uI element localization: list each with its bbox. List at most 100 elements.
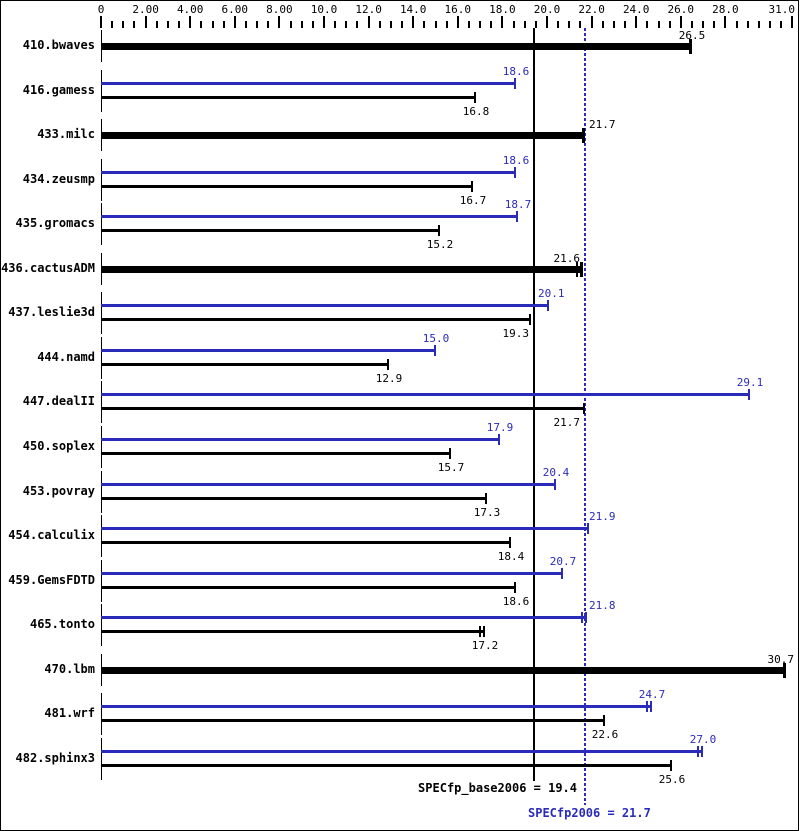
benchmark-label-434.zeusmp: 434.zeusmp bbox=[22, 171, 95, 186]
bar-end-cap bbox=[561, 568, 563, 579]
bar-peak-444.namd bbox=[101, 349, 436, 352]
bar-value-label: 16.7 bbox=[459, 194, 487, 207]
axis-tick-label: 10.0 bbox=[310, 3, 338, 16]
axis-major-tick bbox=[546, 16, 548, 28]
benchmark-label-444.namd: 444.namd bbox=[37, 349, 95, 364]
specfp2006-summary: SPECfp2006 = 21.7 bbox=[528, 806, 651, 820]
axis-minor-tick bbox=[557, 21, 559, 28]
bar-value-label: 18.4 bbox=[497, 550, 525, 563]
axis-tick-label: 24.0 bbox=[622, 3, 650, 16]
bar-base-416.gamess bbox=[101, 96, 476, 99]
axis-minor-tick bbox=[345, 21, 347, 28]
axis-minor-tick bbox=[111, 21, 113, 28]
bar-value-label: 18.7 bbox=[504, 198, 532, 211]
bar-peak-481.wrf bbox=[101, 705, 652, 708]
axis-minor-tick bbox=[122, 21, 124, 28]
axis-minor-tick bbox=[613, 21, 615, 28]
axis-major-tick bbox=[680, 16, 682, 28]
row-axis-stub bbox=[101, 693, 102, 736]
benchmark-label-450.soplex: 450.soplex bbox=[22, 438, 95, 453]
bar-end-cap bbox=[449, 448, 451, 459]
bar-end-cap bbox=[748, 389, 750, 400]
axis-minor-tick bbox=[780, 21, 782, 28]
benchmark-label-465.tonto: 465.tonto bbox=[29, 617, 95, 632]
axis-minor-tick bbox=[490, 21, 492, 28]
bar-value-label: 21.7 bbox=[553, 416, 581, 429]
bar-peak-482.sphinx3 bbox=[101, 750, 703, 753]
bar-value-label: 12.9 bbox=[375, 372, 403, 385]
bar-end-cap bbox=[554, 479, 556, 490]
bar-end-cap bbox=[580, 262, 583, 277]
row-axis-stub bbox=[101, 158, 102, 201]
row-axis-stub bbox=[101, 737, 102, 780]
axis-minor-tick bbox=[535, 21, 537, 28]
bar-base-454.calculix bbox=[101, 541, 511, 544]
bar-peak-435.gromacs bbox=[101, 215, 518, 218]
axis-tick-label: 28.0 bbox=[712, 3, 739, 16]
axis-minor-tick bbox=[602, 21, 604, 28]
axis-minor-tick bbox=[212, 21, 214, 28]
axis-minor-tick bbox=[223, 21, 225, 28]
bar-value-label: 26.5 bbox=[678, 29, 706, 42]
axis-minor-tick bbox=[267, 21, 269, 28]
axis-tick-label: 4.00 bbox=[176, 3, 204, 16]
row-axis-stub bbox=[101, 69, 102, 112]
benchmark-label-482.sphinx3: 482.sphinx3 bbox=[15, 750, 95, 765]
bar-value-label: 22.6 bbox=[591, 728, 619, 741]
bar-value-label: 27.0 bbox=[689, 733, 717, 746]
axis-minor-tick bbox=[568, 21, 570, 28]
bar-end-cap bbox=[582, 128, 585, 143]
axis-major-tick bbox=[457, 16, 459, 28]
axis-minor-tick bbox=[736, 21, 738, 28]
bar-peak-437.leslie3d bbox=[101, 304, 549, 307]
bar-end-cap bbox=[387, 359, 389, 370]
bar-end-cap-2 bbox=[697, 746, 699, 757]
row-axis-stub bbox=[101, 515, 102, 558]
bar-value-label: 21.7 bbox=[589, 118, 616, 131]
axis-major-tick bbox=[368, 16, 370, 28]
axis-tick-label: 31.0 bbox=[768, 3, 796, 16]
bar-value-label: 25.6 bbox=[658, 773, 686, 786]
axis-major-tick bbox=[323, 16, 325, 28]
axis-minor-tick bbox=[245, 21, 247, 28]
bar-end-cap bbox=[689, 39, 692, 54]
bar-value-label: 21.9 bbox=[589, 510, 616, 523]
bar-base-444.namd bbox=[101, 363, 389, 366]
row-axis-stub bbox=[101, 292, 102, 335]
axis-tick-label: 2.00 bbox=[132, 3, 159, 16]
axis-minor-tick bbox=[312, 21, 314, 28]
bar-base-482.sphinx3 bbox=[101, 764, 672, 767]
bar-value-label: 21.8 bbox=[589, 599, 616, 612]
bar-value-label: 20.7 bbox=[549, 555, 577, 568]
bar-peak-434.zeusmp bbox=[101, 171, 516, 174]
axis-minor-tick bbox=[646, 21, 648, 28]
axis-minor-tick bbox=[468, 21, 470, 28]
axis-major-tick bbox=[234, 16, 236, 28]
specfp-base2006-summary: SPECfp_base2006 = 19.4 bbox=[418, 781, 577, 795]
benchmark-label-435.gromacs: 435.gromacs bbox=[15, 216, 95, 231]
benchmark-label-470.lbm: 470.lbm bbox=[44, 661, 95, 676]
bar-value-label: 17.9 bbox=[486, 421, 514, 434]
bar-end-cap-2 bbox=[646, 701, 648, 712]
bar-end-cap bbox=[585, 612, 587, 623]
bar-base-450.soplex bbox=[101, 452, 451, 455]
benchmark-label-454.calculix: 454.calculix bbox=[8, 528, 95, 543]
bar-base-410.bwaves bbox=[101, 43, 692, 50]
axis-minor-tick bbox=[524, 21, 526, 28]
axis-minor-tick bbox=[256, 21, 258, 28]
bar-value-label: 17.3 bbox=[473, 506, 501, 519]
axis-minor-tick bbox=[658, 21, 660, 28]
axis-major-tick bbox=[145, 16, 147, 28]
axis-tick-label: 6.00 bbox=[221, 3, 249, 16]
axis-minor-tick bbox=[702, 21, 704, 28]
bar-base-465.tonto bbox=[101, 630, 485, 633]
bar-end-cap bbox=[583, 403, 585, 414]
bar-end-cap bbox=[485, 493, 487, 504]
axis-tick-label: 16.0 bbox=[444, 3, 472, 16]
axis-major-tick bbox=[791, 16, 793, 28]
bar-base-453.povray bbox=[101, 497, 487, 500]
bar-end-cap bbox=[509, 537, 511, 548]
axis-minor-tick bbox=[758, 21, 760, 28]
axis-minor-tick bbox=[290, 21, 292, 28]
bar-end-cap bbox=[474, 92, 476, 103]
